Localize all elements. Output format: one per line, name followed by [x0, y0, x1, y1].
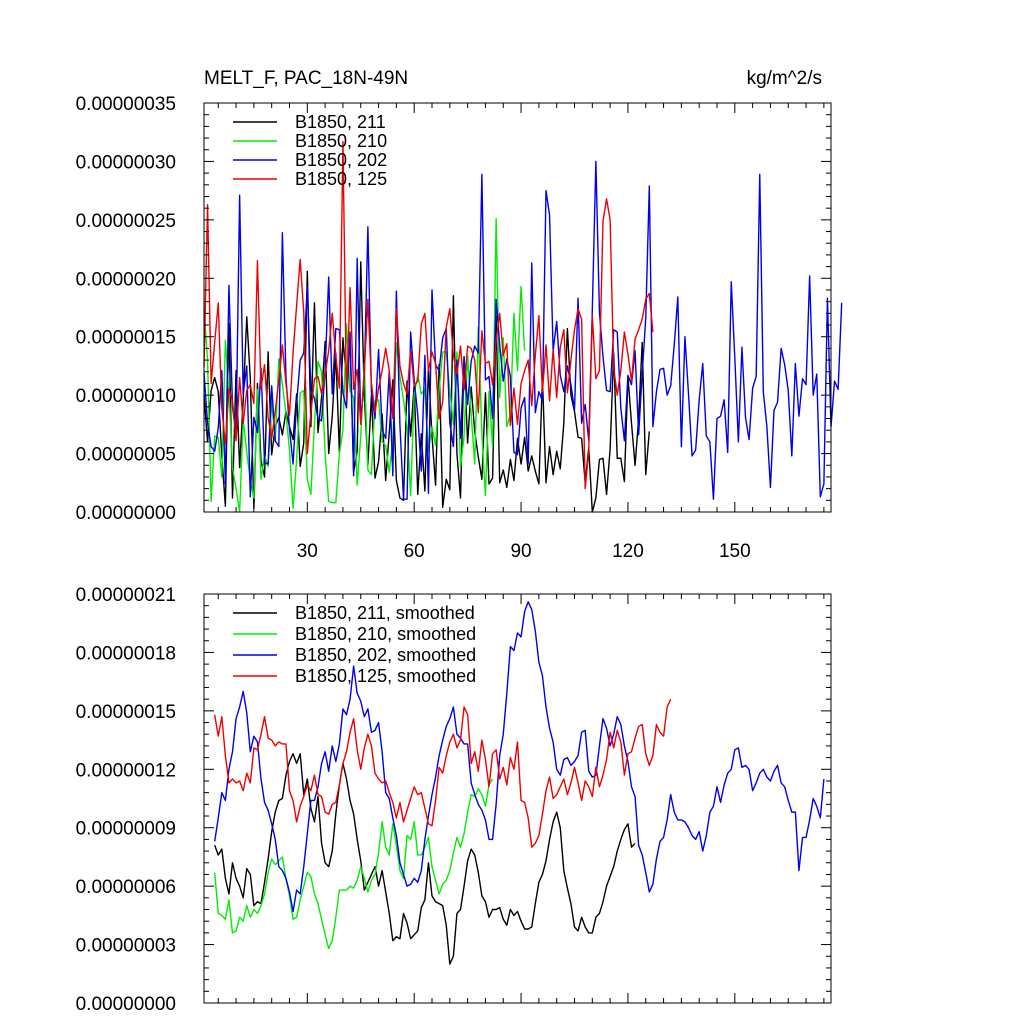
y-tick-label: 0.00000035: [76, 94, 176, 115]
y-tick-label: 0.00000020: [76, 269, 176, 290]
y-tick-label: 0.00000025: [76, 211, 176, 232]
x-tick-label: 30: [297, 541, 318, 562]
y-tick-label: 0.00000003: [76, 936, 176, 957]
y-tick-label: 0.00000030: [76, 152, 176, 173]
plot-frame: [203, 102, 832, 513]
y-tick-label: 0.00000021: [76, 585, 176, 606]
y-tick-label: 0.00000000: [76, 994, 176, 1015]
legend-label: B1850, 202: [295, 150, 387, 170]
series-line-4: [203, 140, 654, 490]
x-tick-label: 120: [612, 541, 644, 562]
top-panel: 0.00000000 0.00000005 0.00000010 0.00000015…: [76, 68, 843, 562]
y-tick-label: 0.00000009: [76, 819, 176, 840]
legend-label: B1850, 210, smoothed: [295, 624, 476, 644]
legend-label: B1850, 202, smoothed: [295, 645, 476, 665]
series-line-3: [213, 601, 825, 913]
y-tick-label: 0.00000006: [76, 877, 176, 898]
x-tick-label: 90: [510, 541, 531, 562]
legend-label: B1850, 125, smoothed: [295, 666, 476, 686]
series-line-2: [213, 778, 494, 950]
legend-label: B1850, 125: [295, 169, 387, 189]
x-tick-label: 60: [404, 541, 425, 562]
series-line-4: [213, 698, 672, 848]
x-tick-label: 150: [719, 541, 751, 562]
y-tick-label: 0.00000018: [76, 643, 176, 664]
plot-frame: [203, 593, 832, 1004]
top-panel-units: kg/m^2/s: [747, 68, 822, 89]
y-tick-label: 0.00000010: [76, 386, 176, 407]
top-panel-title: MELT_F, PAC_18N-49N: [204, 68, 408, 89]
y-tick-label: 0.00000012: [76, 760, 176, 781]
y-tick-label: 0.00000015: [76, 328, 176, 349]
legend-label: B1850, 211: [295, 112, 386, 132]
bottom-panel: 0.00000000 0.00000003 0.00000006 0.00000009…: [76, 585, 832, 1015]
series-line-3: [203, 160, 843, 500]
y-tick-label: 0.00000005: [76, 445, 176, 466]
y-tick-label: 0.00000000: [76, 503, 176, 524]
legend-label: B1850, 211, smoothed: [295, 603, 475, 623]
y-tick-label: 0.00000015: [76, 702, 176, 723]
legend-label: B1850, 210: [295, 131, 387, 151]
series-line-1: [214, 753, 636, 965]
